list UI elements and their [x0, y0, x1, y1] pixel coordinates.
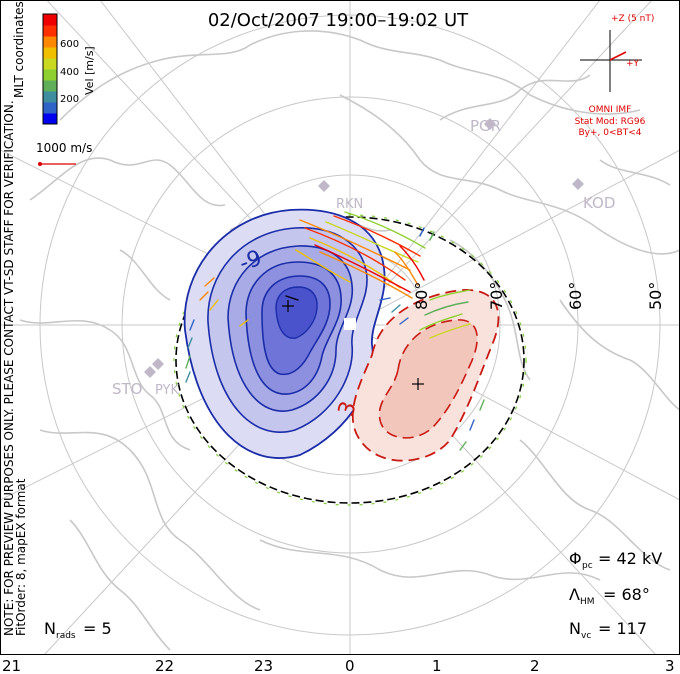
colorbar-segment	[43, 47, 57, 59]
colorbar-tick-600: 600	[60, 39, 79, 50]
colorbar-segment	[43, 69, 57, 81]
vector-scale-dot	[38, 162, 42, 166]
stat-lambda-symbol: Λ	[569, 585, 580, 604]
stat-nvc-value: = 117	[598, 619, 647, 638]
stat-nrads: N rads = 5	[44, 619, 112, 641]
vector-scale-label: 1000 m/s	[36, 141, 92, 155]
station-kod: KOD	[583, 194, 615, 212]
colorbar-label: Vel [m/s]	[83, 46, 96, 95]
colorbar	[42, 13, 58, 125]
mlt-tick-0: 0	[345, 657, 355, 674]
station-sto: STO	[112, 380, 143, 398]
colorbar-segment	[43, 25, 57, 37]
mlt-tick-2: 2	[530, 657, 540, 674]
stat-nvc-symbol: N	[569, 619, 581, 638]
mlt-tick-21: 21	[2, 657, 21, 674]
stat-lambda-sub: HM	[580, 597, 595, 607]
stat-phi: Φ pc = 42 kV	[569, 549, 662, 571]
colorbar-tick-200: 200	[60, 94, 79, 105]
lat-label-80: 80°	[412, 282, 431, 310]
station-pgr: PGR	[470, 117, 501, 135]
lat-label-60: 60°	[566, 282, 585, 310]
page-title: 02/Oct/2007 19:00–19:02 UT	[208, 10, 469, 31]
imf-model: Stat Mod: RG96	[575, 117, 646, 127]
hm-boundary	[175, 216, 525, 504]
imf-vector	[609, 51, 627, 61]
preview-note: NOTE: FOR PREVIEW PURPOSES ONLY. PLEASE …	[2, 100, 16, 636]
lat-label-50: 50°	[646, 282, 665, 310]
fit-order-note: FitOrder: 8, mapEX format	[14, 478, 28, 636]
lat-lon-grid	[0, 0, 680, 655]
colorbar-segment	[43, 14, 57, 26]
colorbar-segment	[43, 113, 57, 125]
mlt-tick-1: 1	[432, 657, 442, 674]
stat-lambda-value: = 68°	[603, 585, 650, 604]
colorbar-tick-400: 400	[60, 67, 79, 78]
stat-phi-sub: pc	[582, 561, 593, 571]
station-markers	[144, 118, 584, 378]
colorbar-segment	[43, 102, 57, 114]
colorbar-segment	[43, 91, 57, 103]
imf-z-label: +Z (5 nT)	[611, 14, 654, 24]
stat-nrads-value: = 5	[83, 619, 112, 638]
stat-phi-symbol: Φ	[569, 549, 582, 568]
imf-condition: By+, 0<BT<4	[579, 128, 642, 138]
imf-source: OMNI IMF	[589, 105, 632, 115]
mlt-coordinates-label: MLT coordinates	[12, 1, 26, 98]
colorbar-segment	[43, 36, 57, 48]
station-pyk: PYK	[155, 383, 179, 398]
hm-boundary-vectors	[173, 214, 527, 506]
stat-phi-value: = 42 kV	[598, 549, 662, 568]
colorbar-segment	[43, 58, 57, 70]
stat-nvc-sub: vc	[581, 631, 591, 641]
stat-nrads-sub: rads	[56, 631, 76, 641]
colorbar-frame	[42, 13, 58, 125]
stat-lambda: Λ HM = 68°	[569, 585, 650, 607]
stat-nvc: N vc = 117	[569, 619, 647, 641]
mlt-tick-23: 23	[254, 657, 273, 674]
positive-potential-cell	[351, 289, 500, 462]
negative-potential-cell	[183, 208, 386, 459]
stat-nrads-symbol: N	[44, 619, 56, 638]
coastlines	[19, 30, 680, 651]
colorbar-segment	[43, 80, 57, 92]
station-rkn: RKN	[336, 197, 363, 212]
lat-label-70: 70°	[487, 282, 506, 310]
mlt-tick-22: 22	[155, 657, 174, 674]
mlt-axis: 21 22 23 0 1 2 3	[2, 657, 675, 674]
pole-marker	[344, 318, 356, 330]
velocity-vectors	[185, 211, 485, 451]
mlt-tick-3: 3	[665, 657, 675, 674]
imf-y-label: +Y	[626, 59, 640, 69]
